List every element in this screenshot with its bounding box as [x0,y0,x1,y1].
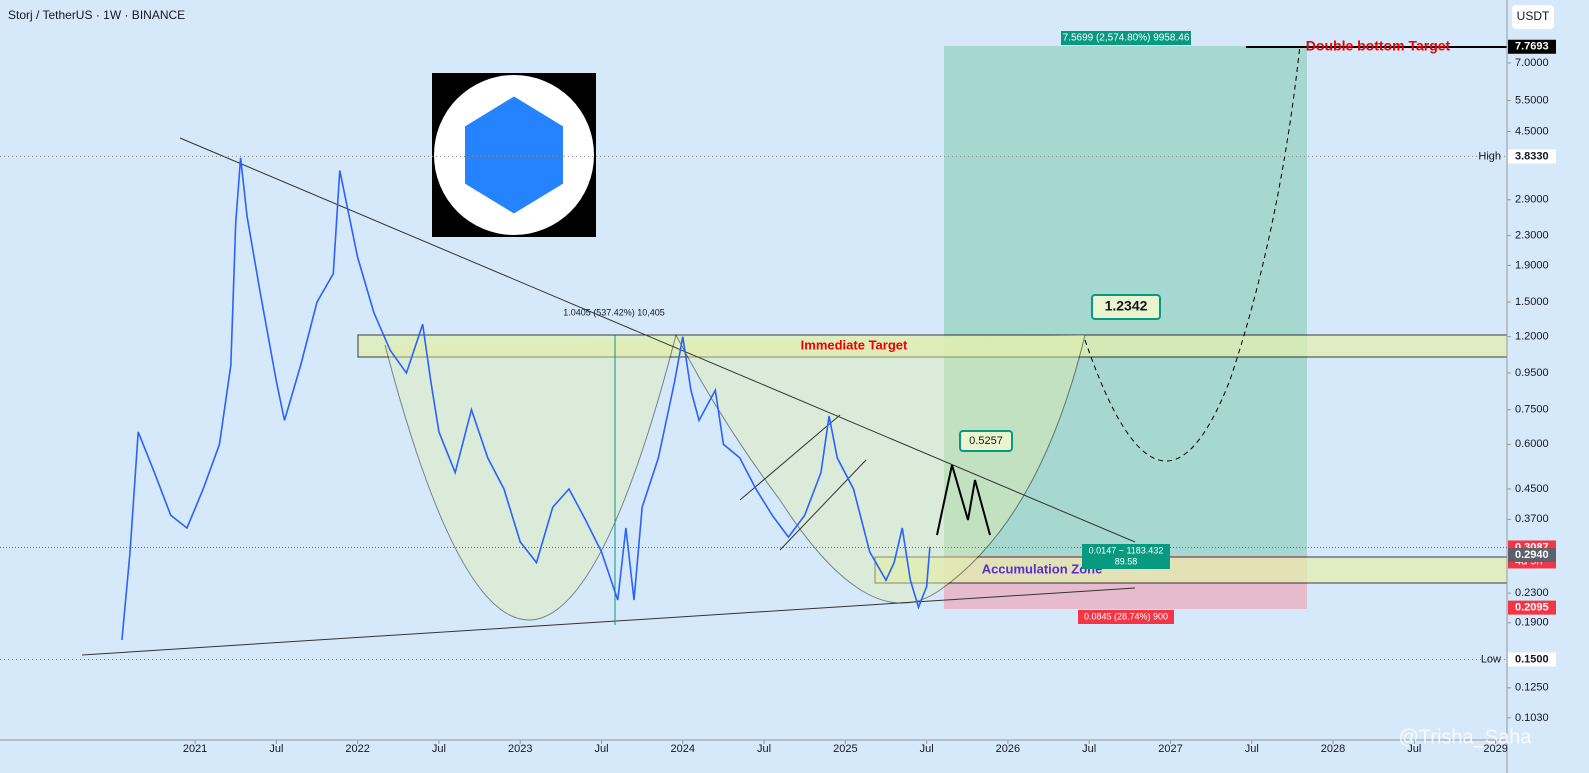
cup-arcs [384,333,1086,621]
label-bg [959,430,1013,452]
trendline [81,587,1136,656]
x-tick-label: Jul [920,743,934,755]
label-bg [1061,31,1191,45]
annotation: Accumulation Zone [982,561,1103,576]
x-tick-label: Jul [269,743,283,755]
annotation: Double bottom Target [1306,38,1451,54]
x-tick-label: 2022 [345,743,369,755]
x-tick-label: 2025 [833,743,857,755]
currency-box [1512,5,1554,29]
price-label-bg [1508,652,1556,667]
price-label: 0.1500 [1515,653,1549,665]
annotation: 0.0147 ~ 1183.432 [1089,545,1164,555]
price-label-bg [1508,548,1556,563]
price-line [121,157,931,641]
label-bg [1091,294,1161,320]
y-tick-label: 4.5000 [1515,125,1549,137]
projection [936,464,991,536]
y-tick-label: 1.9000 [1515,259,1549,271]
price-label: 3.8330 [1515,150,1549,162]
y-tick-label: 0.7500 [1515,404,1549,416]
y-tick-label: 1.5000 [1515,296,1549,308]
price-tag: Low [1481,653,1501,665]
accumulation-band [874,556,1508,584]
x-tick-label: Jul [432,743,446,755]
y-tick-label: 5.5000 [1515,94,1549,106]
logo-hex [465,96,563,214]
x-tick-label: 2021 [183,743,207,755]
y-tick-label: 2.9000 [1515,194,1549,206]
y-tick-label: 0.3700 [1515,513,1549,525]
header: Storj / TetherUS · 1W · BINANCE [8,8,185,22]
annotation: 7.5699 (2,574.80%) 9958.46 [1063,33,1190,44]
y-tick-label: 0.1030 [1515,712,1549,724]
x-tick-label: 2026 [996,743,1020,755]
price-label-bg [1508,39,1556,54]
price-label: 7.7693 [1515,41,1549,53]
x-tick-label: 2029 [1483,743,1507,755]
y-tick-label: 0.1900 [1515,617,1549,629]
annotation: 1.0405 (537.42%) 10,405 [563,307,665,317]
label-bg [1082,544,1170,569]
price-label-bg [1508,149,1556,164]
x-tick-label: 2023 [508,743,532,755]
y-tick-label: 0.2300 [1515,587,1549,599]
y-tick-label: 0.4500 [1515,483,1549,495]
y-tick-label: 0.1250 [1515,682,1549,694]
channel [779,459,867,551]
x-tick-label: 2028 [1321,743,1345,755]
x-tick-label: 2027 [1158,743,1182,755]
y-tick-label: 2.3000 [1515,230,1549,242]
x-tick-label: 2024 [671,743,695,755]
price-label-bg [1508,600,1556,615]
watermark: @Trisha_Saha [1399,726,1533,748]
y-tick-label: 0.9500 [1515,367,1549,379]
trendline [179,137,1136,543]
projection-dashed [1084,44,1301,462]
x-tick-label: Jul [594,743,608,755]
x-tick-label: Jul [757,743,771,755]
x-tick-label: Jul [1082,743,1096,755]
annotation: 89.58 [1115,556,1138,566]
y-tick-label: 1.2000 [1515,331,1549,343]
x-tick-label: Jul [1245,743,1259,755]
price-tag: High [1478,150,1501,162]
y-tick-label: 7.0000 [1515,57,1549,69]
annotation: 1.2342 [1105,298,1148,314]
y-tick-label: 0.6000 [1515,438,1549,450]
channel [739,414,841,501]
currency: USDT [1517,9,1550,23]
price-label: 0.2940 [1515,549,1549,561]
x-tick-label: Jul [1407,743,1421,755]
label-bg [1078,610,1174,624]
price-label: 0.2095 [1515,602,1549,614]
annotation: 0.0845 (28.74%) 900 [1084,611,1168,621]
annotation: Immediate Target [801,337,908,352]
annotation: 0.5257 [969,435,1003,447]
